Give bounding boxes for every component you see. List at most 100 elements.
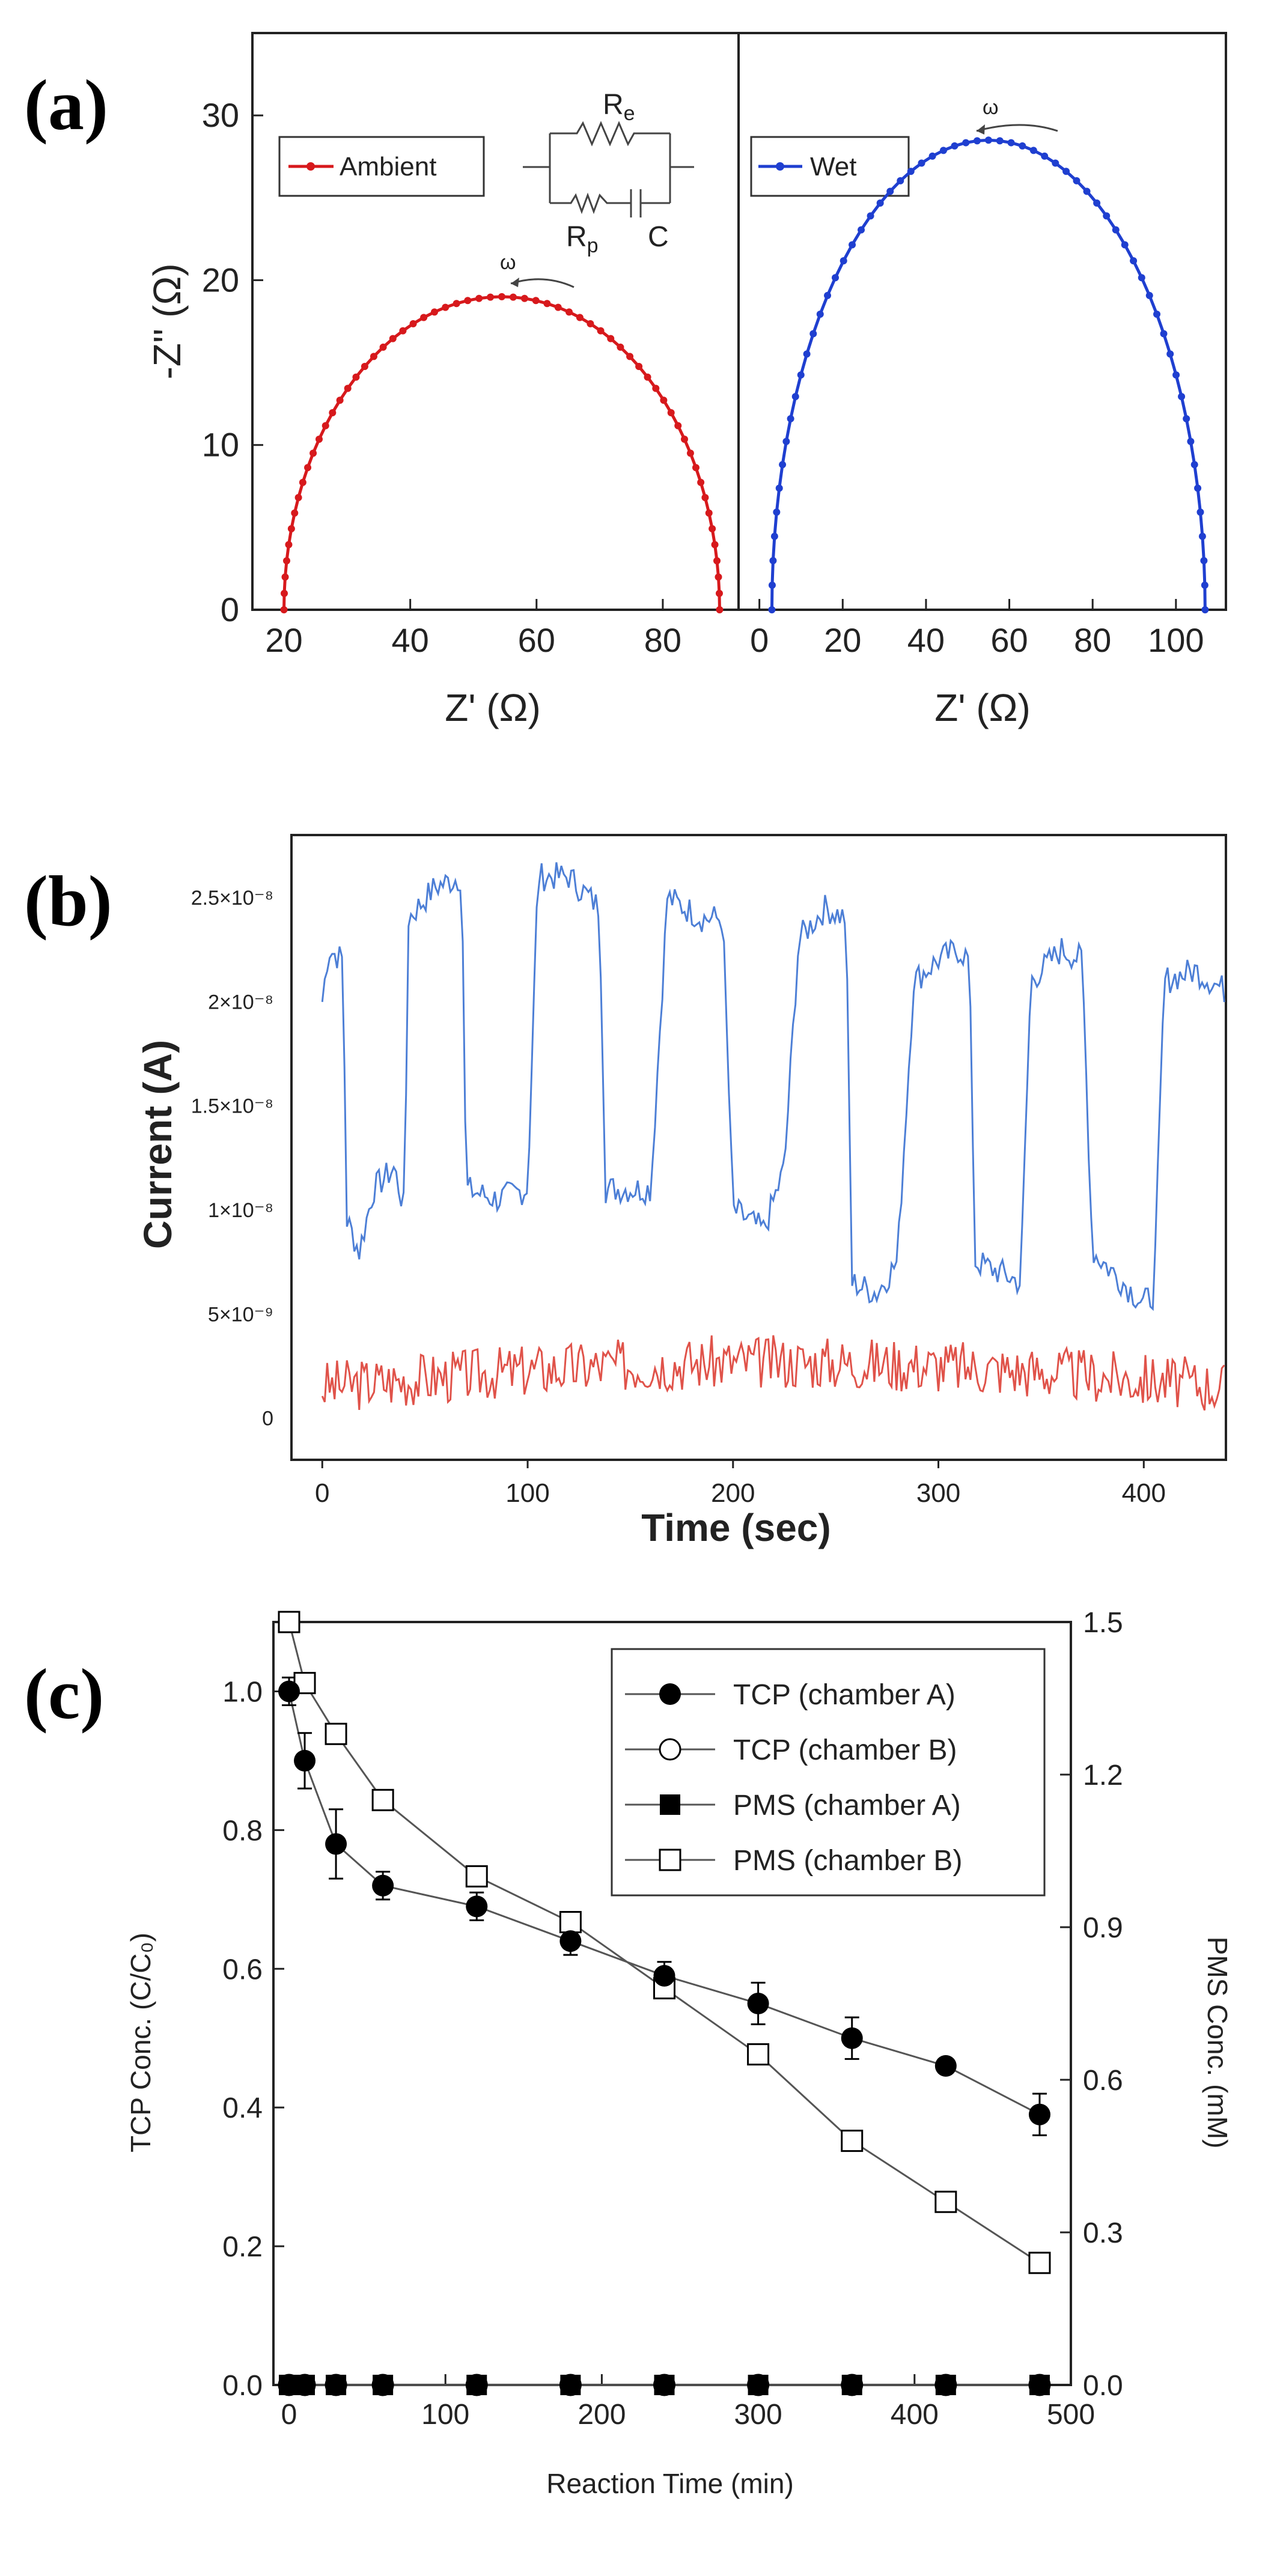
wet-point (918, 159, 925, 167)
b-blue-series (321, 862, 1225, 1311)
wet-point (768, 606, 776, 613)
c-point (934, 2055, 957, 2077)
ambient-curve (282, 295, 721, 610)
ambient-point (430, 308, 438, 316)
ambient-point (509, 293, 517, 301)
ambient-point (464, 297, 472, 305)
ambient-point (681, 436, 689, 443)
b-y-tick-label: 1×10⁻⁸ (208, 1199, 273, 1222)
c-y-right-tick-label: 1.2 (1083, 1760, 1123, 1791)
c-point (560, 2375, 581, 2395)
a-right-legend-marker (776, 162, 784, 171)
wet-point (1103, 212, 1111, 220)
wet-point (1052, 159, 1059, 167)
ambient-point (294, 494, 302, 502)
ambient-point (532, 297, 540, 305)
b-y-tick-label: 2×10⁻⁸ (208, 991, 273, 1013)
y-tick-label: 20 (202, 261, 239, 299)
c-point (278, 1611, 300, 1633)
b-x-axis-label: Time (sec) (641, 1506, 831, 1549)
c-y-right-tick-label: 0.6 (1083, 2065, 1123, 2097)
ambient-point (389, 335, 397, 342)
ambient-point (644, 373, 651, 381)
c-x-tick-label: 0 (281, 2399, 297, 2431)
x-tick-label: 60 (990, 621, 1028, 659)
ambient-point (709, 525, 716, 533)
c-y-tick-label: 0.4 (222, 2092, 263, 2124)
c-point (372, 1874, 394, 1897)
wet-point (1201, 582, 1208, 589)
ambient-point (713, 557, 721, 565)
c-point (465, 1865, 488, 1888)
wet-point (824, 291, 832, 299)
c-y-right-tick-label: 1.5 (1083, 1607, 1123, 1639)
wet-point (1196, 508, 1204, 516)
a-y-axis-label: -Z'' (Ω) (145, 263, 189, 379)
ambient-point (711, 541, 719, 548)
c-point (559, 1930, 582, 1952)
a-left-omega: ω (500, 251, 516, 274)
a-right-omega-arrow (976, 124, 1058, 132)
circuit-rp-label: Rp (566, 221, 599, 257)
y-tick-label: 0 (221, 591, 239, 628)
a-right-legend-label: Wet (810, 152, 856, 181)
c-legend-marker (660, 1794, 680, 1815)
ambient-point (281, 573, 289, 581)
ambient-point (475, 294, 483, 302)
a-right-x-axis-label: Z' (Ω) (934, 686, 1031, 729)
ambient-point (498, 293, 506, 300)
wet-point (797, 371, 805, 379)
c-point (841, 2027, 863, 2049)
ambient-point (344, 384, 352, 392)
b-y-axis-label: Current (A) (135, 1040, 180, 1249)
ambient-point (352, 373, 360, 381)
x-tick-label: 20 (265, 621, 302, 659)
ambient-point (361, 362, 368, 370)
ambient-point (660, 396, 668, 404)
ambient-point (453, 300, 460, 308)
ambient-point (329, 409, 337, 417)
ambient-point (715, 589, 723, 597)
c-point (1028, 2103, 1050, 2125)
c-legend: TCP (chamber A) TCP (chamber B) PMS (chamb… (611, 1648, 1046, 1897)
ambient-point (667, 409, 675, 417)
wet-point (886, 187, 894, 195)
ambient-point (291, 509, 299, 517)
ambient-point (692, 464, 699, 472)
c-point (325, 1722, 347, 1745)
wet-curve (770, 138, 1207, 610)
x-tick-label: 80 (1074, 621, 1111, 659)
wet-point (1019, 142, 1026, 150)
a-left-x-axis-label: Z' (Ω) (445, 686, 541, 729)
wet-point (768, 582, 776, 589)
ambient-point (597, 327, 605, 335)
panel-b: 0 100 200 300 400 0 5×10⁻⁹ 1×10⁻⁸ 1.5×10⁻⁸ 2×10⁻⁸… (135, 834, 1227, 1549)
x-tick-label: 40 (392, 621, 429, 659)
ambient-point (336, 396, 344, 404)
c-point (747, 2043, 770, 2066)
wet-point (775, 484, 783, 492)
circuit-re-label: Re (603, 89, 635, 125)
wet-point (769, 557, 777, 565)
ambient-point (487, 293, 495, 301)
wet-point (897, 177, 904, 184)
ambient-point (287, 525, 295, 533)
c-point (935, 2375, 956, 2395)
wet-point (1029, 147, 1037, 154)
c-x-tick-label: 400 (891, 2399, 939, 2431)
a-right-omega-arrowhead (977, 124, 985, 135)
a-left-omega-arrowhead (511, 278, 519, 287)
ambient-point (607, 335, 615, 342)
c-y-axis-label: TCP Conc. (C/C₀) (125, 1933, 156, 2152)
wet-point (770, 532, 778, 540)
b-x-tick-label: 0 (315, 1478, 329, 1508)
ambient-point (309, 449, 317, 457)
wet-point (1190, 461, 1198, 469)
panel-label-a: (a) (24, 65, 108, 145)
wet-point (1198, 532, 1206, 540)
ambient-point (587, 320, 594, 327)
ambient-point (715, 573, 722, 581)
ambient-point (543, 300, 551, 308)
ambient-point (442, 303, 450, 311)
ambient-point (626, 353, 634, 360)
